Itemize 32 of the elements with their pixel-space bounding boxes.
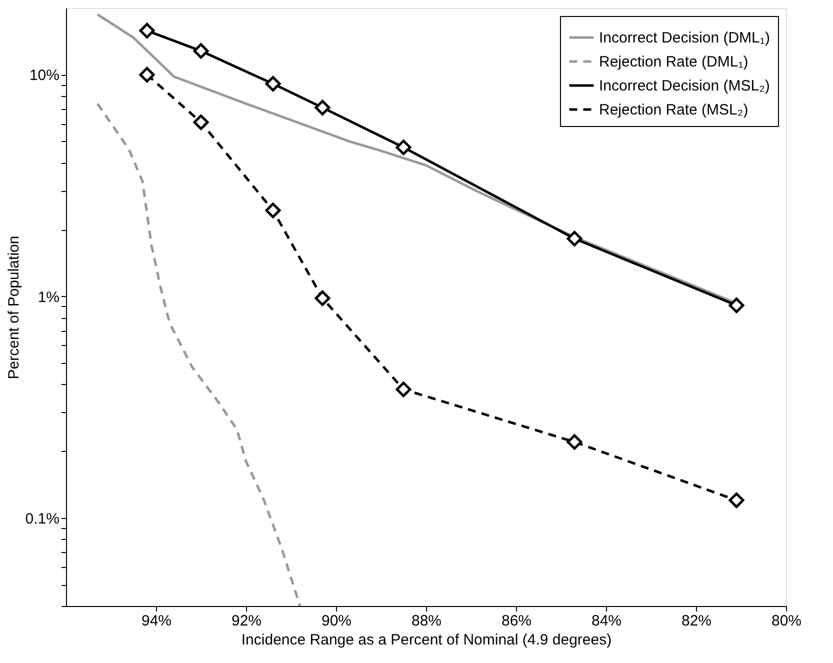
x-tick-label: 86% (501, 612, 532, 630)
line-series (96, 102, 302, 606)
x-axis-title: Incidence Range as a Percent of Nominal (4.9 degrees) (241, 632, 612, 648)
point (265, 202, 281, 218)
x-tick-label: 82% (681, 612, 712, 630)
legend-label: Rejection Rate (MSL₂) (599, 102, 748, 118)
x-tick-label: 84% (591, 612, 622, 630)
point (314, 100, 330, 116)
x-tick-label: 88% (411, 612, 442, 630)
point (396, 140, 412, 156)
x-tick-label: 92% (231, 612, 262, 630)
y-tick-label: 10% (29, 67, 60, 84)
legend-label: Incorrect Decision (MSL₂) (599, 78, 770, 94)
x-tick-label: 90% (321, 612, 352, 630)
point (314, 290, 330, 306)
x-tick-label: 80% (771, 612, 802, 630)
y-tick-label: 0.1% (25, 510, 60, 528)
point (265, 76, 281, 92)
point (193, 114, 209, 130)
point (139, 22, 155, 38)
y-axis-title: Percent of Population (5, 236, 22, 380)
point (728, 298, 744, 314)
legend-label: Incorrect Decision (DML₁) (599, 30, 770, 46)
point (396, 382, 412, 398)
y-tick-label: 1% (38, 288, 60, 306)
point (193, 43, 209, 59)
point (566, 434, 582, 450)
point (139, 66, 155, 82)
point (566, 230, 582, 246)
legend-label: Rejection Rate (DML₁) (599, 54, 748, 70)
point (728, 492, 744, 508)
x-tick-label: 94% (141, 612, 172, 630)
